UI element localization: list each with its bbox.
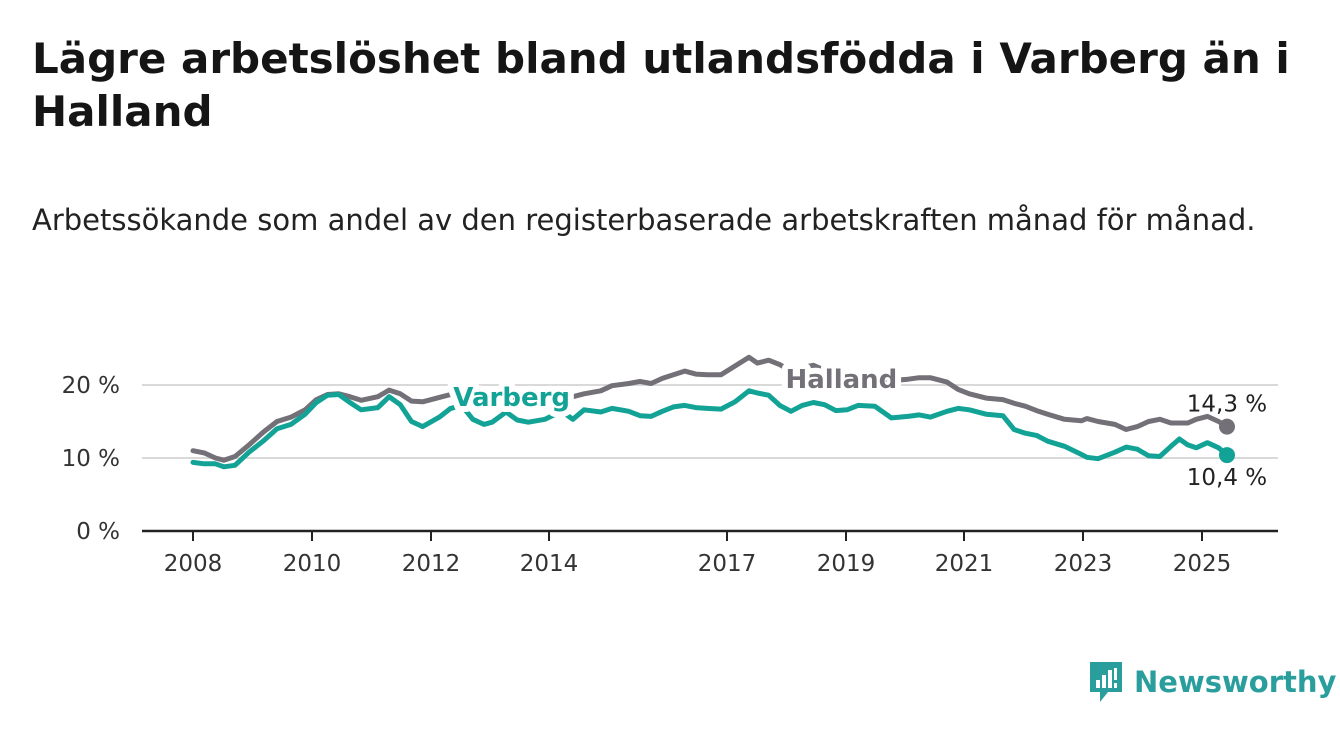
end-point-varberg bbox=[1218, 447, 1235, 464]
x-tick-label: 2012 bbox=[402, 551, 461, 577]
newsworthy-bar-chart-icon bbox=[1090, 662, 1122, 702]
series-label-varberg: Varberg bbox=[453, 383, 570, 413]
y-tick-label: 20 % bbox=[62, 373, 120, 399]
x-tick-label: 2014 bbox=[520, 551, 579, 577]
series-labels: 14,3 % 10,4 % Halland Varberg bbox=[447, 359, 1267, 491]
chart-subtitle: Arbetssökande som andel av den registerb… bbox=[32, 203, 1256, 237]
x-axis-ticks: 2008 2010 2012 2014 2017 2019 2021 2023 2025 bbox=[164, 531, 1232, 577]
x-tick-label: 2021 bbox=[935, 551, 994, 577]
x-tick-label: 2023 bbox=[1054, 551, 1113, 577]
x-tick-label: 2025 bbox=[1173, 551, 1232, 577]
x-tick-label: 2008 bbox=[164, 551, 223, 577]
series-label-halland: Halland bbox=[786, 365, 898, 395]
y-tick-label: 0 % bbox=[76, 519, 120, 545]
chart-title: Lägre arbetslöshet bland utlandsfödda i … bbox=[32, 34, 1290, 136]
end-label-halland: 14,3 % bbox=[1187, 392, 1267, 418]
brand-name: Newsworthy bbox=[1134, 665, 1337, 699]
series-line-varberg bbox=[190, 388, 1230, 470]
x-tick-label: 2017 bbox=[698, 551, 757, 577]
series-lines bbox=[190, 354, 1235, 470]
end-point-halland bbox=[1218, 418, 1235, 435]
y-axis-ticks: 0 % 10 % 20 % bbox=[62, 373, 120, 545]
series-line-halland bbox=[190, 354, 1230, 463]
newsworthy-logo: Newsworthy bbox=[1088, 660, 1336, 704]
x-tick-label: 2019 bbox=[817, 551, 876, 577]
y-tick-label: 10 % bbox=[62, 446, 120, 472]
x-tick-label: 2010 bbox=[283, 551, 342, 577]
end-label-varberg: 10,4 % bbox=[1187, 465, 1267, 491]
